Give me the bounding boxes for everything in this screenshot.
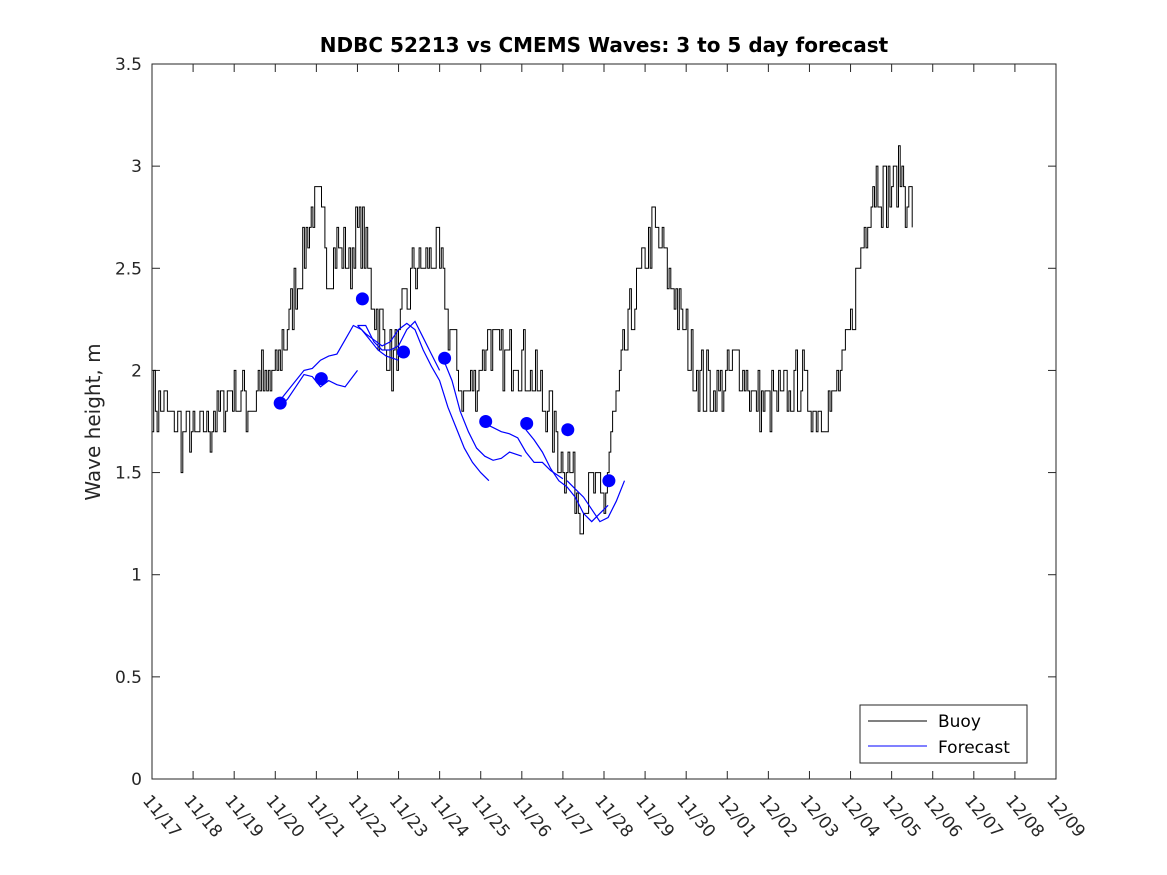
forecast-marker	[273, 396, 287, 410]
x-tick-label: 11/18	[179, 791, 226, 841]
forecast-series-line	[443, 359, 522, 461]
y-tick-label: 1	[131, 566, 142, 586]
x-tick-label: 12/02	[755, 791, 802, 841]
x-tick-label: 11/22	[344, 791, 391, 841]
forecast-marker	[602, 474, 616, 488]
y-axis-ticks: 0 0.5 1 1.5 2 2.5 3 3.5	[115, 55, 1056, 790]
x-tick-label: 11/23	[385, 791, 432, 841]
x-tick-label: 12/09	[1042, 791, 1089, 841]
x-tick-label: 12/03	[796, 791, 843, 841]
forecast-series-line	[357, 320, 441, 371]
forecast-series-line	[278, 324, 399, 402]
x-tick-label: 12/07	[960, 791, 1007, 841]
y-tick-label: 3.5	[115, 55, 142, 75]
x-tick-label: 12/01	[713, 791, 760, 841]
forecast-marker	[314, 372, 328, 386]
y-tick-label: 2	[131, 361, 142, 381]
x-tick-label: 12/05	[878, 791, 925, 841]
y-tick-label: 1.5	[115, 464, 142, 484]
buoy-series-line	[152, 145, 913, 535]
x-tick-label: 11/24	[426, 791, 473, 841]
forecast-marker	[561, 423, 575, 437]
y-tick-label: 2.5	[115, 259, 142, 279]
x-tick-label: 11/26	[508, 791, 555, 841]
x-tick-label: 11/29	[631, 791, 678, 841]
forecast-series-line	[566, 480, 626, 523]
y-tick-label: 3	[131, 157, 142, 177]
plot-frame	[151, 63, 1057, 780]
forecast-series-line	[357, 322, 490, 482]
forecast-marker	[520, 417, 534, 430]
x-tick-label: 11/28	[590, 791, 637, 841]
legend-buoy-label: Buoy	[938, 712, 981, 732]
legend: Buoy Forecast	[859, 704, 1028, 764]
x-tick-label: 11/19	[220, 791, 267, 841]
legend-forecast-label: Forecast	[938, 738, 1010, 758]
x-tick-label: 12/08	[1001, 791, 1048, 841]
legend-box	[859, 704, 1028, 764]
series-layer	[152, 145, 913, 535]
y-tick-label: 0.5	[115, 668, 142, 688]
x-tick-label: 11/17	[138, 791, 185, 841]
x-tick-label: 11/20	[261, 791, 308, 841]
forecast-marker	[479, 415, 493, 428]
x-tick-label: 11/21	[303, 791, 350, 841]
forecast-marker	[397, 345, 410, 359]
x-tick-label: 11/27	[549, 791, 596, 841]
forecast-series-line	[525, 429, 609, 523]
forecast-series-line	[484, 422, 564, 480]
chart-title: NDBC 52213 vs CMEMS Waves: 3 to 5 day fo…	[320, 33, 889, 57]
forecast-marker	[355, 292, 369, 306]
x-tick-label: 12/04	[837, 791, 884, 841]
plot-background	[152, 64, 1056, 779]
x-tick-label: 12/06	[919, 791, 966, 841]
x-tick-label: 11/25	[467, 791, 514, 841]
x-tick-label: 11/30	[672, 791, 719, 841]
forecast-marker	[438, 351, 452, 365]
y-axis-label: Wave height, m	[81, 343, 105, 500]
y-tick-label: 0	[131, 770, 142, 790]
